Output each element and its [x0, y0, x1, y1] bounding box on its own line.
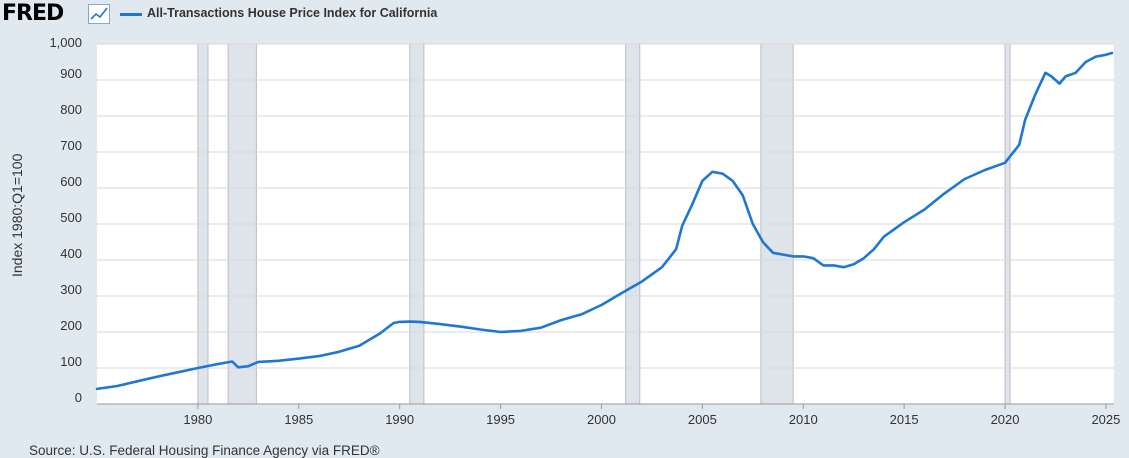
x-tick-label: 2020 — [991, 412, 1020, 427]
series-lines — [95, 51, 1114, 391]
y-tick-label: 200 — [60, 318, 82, 333]
y-axis-label: Index 1980:Q1=100 — [9, 153, 25, 277]
y-tick-label: 400 — [60, 246, 82, 261]
series-line[interactable] — [95, 51, 1114, 391]
chart-line-icon[interactable] — [88, 4, 110, 24]
legend-label: All-Transactions House Price Index for C… — [147, 6, 438, 20]
y-tick-label: 700 — [60, 138, 82, 153]
x-tick-label: 2025 — [1091, 412, 1120, 427]
y-tick-label: 600 — [60, 174, 82, 189]
y-tick-labels: 0 100 200 300 400 500 600 700 800 900 1,000 — [49, 35, 82, 405]
y-tick-label: 0 — [75, 390, 82, 405]
y-tick-label: 300 — [60, 282, 82, 297]
x-tick-label: 1980 — [183, 412, 212, 427]
x-tick-label: 1995 — [486, 412, 515, 427]
gridlines — [97, 43, 1114, 369]
x-tick-label: 1990 — [385, 412, 414, 427]
y-tick-label: 800 — [60, 102, 82, 117]
y-tick-label: 900 — [60, 66, 82, 81]
x-tick-labels: 1980 1985 1990 1995 2000 2005 2010 2015 2020 2025 — [183, 404, 1120, 427]
y-tick-label: 1,000 — [49, 35, 82, 50]
x-tick-label: 2005 — [688, 412, 717, 427]
x-tick-label: 1985 — [284, 412, 313, 427]
x-tick-label: 2000 — [587, 412, 616, 427]
source-note: Source: U.S. Federal Housing Finance Age… — [29, 443, 380, 458]
x-tick-label: 2010 — [789, 412, 818, 427]
y-tick-label: 100 — [60, 354, 82, 369]
y-tick-label: 500 — [60, 210, 82, 225]
fred-logo[interactable]: FRED — [2, 1, 64, 26]
x-tick-label: 2015 — [890, 412, 919, 427]
chart-header: FRED All-Transactions House Price Index … — [0, 0, 1129, 30]
legend-swatch — [120, 13, 142, 16]
